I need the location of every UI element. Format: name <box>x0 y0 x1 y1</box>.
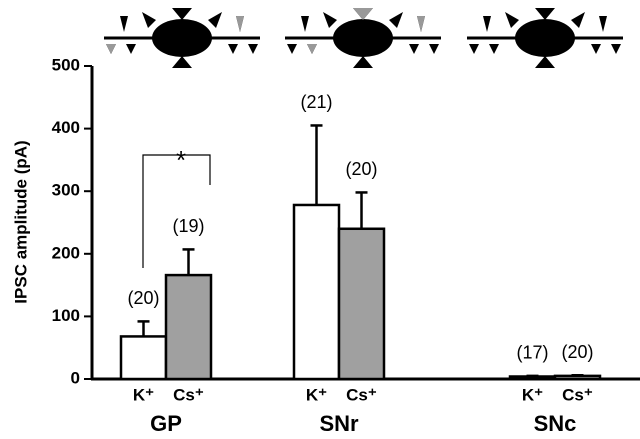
significance-bracket <box>142 154 211 268</box>
solution-label: Cs⁺ <box>173 385 204 404</box>
solution-label: K⁺ <box>133 385 154 404</box>
y-axis-label: IPSC amplitude (pA) <box>11 140 30 303</box>
solution-label: K⁺ <box>522 385 543 404</box>
neuron-icon <box>465 6 625 70</box>
y-tick-label: 100 <box>52 306 80 325</box>
y-tick-label: 200 <box>52 243 80 262</box>
solution-label: K⁺ <box>306 385 327 404</box>
bar <box>292 203 341 381</box>
neuron-icon <box>102 6 262 70</box>
bar <box>337 227 386 381</box>
n-label: (19) <box>172 216 204 236</box>
y-tick-label: 400 <box>52 118 80 137</box>
x-category-label: SNr <box>319 411 359 436</box>
neuron-icon <box>283 6 443 70</box>
bar <box>164 273 213 381</box>
y-tick-label: 0 <box>71 368 80 387</box>
bar <box>508 375 557 381</box>
n-label: (21) <box>300 92 332 112</box>
n-label: (20) <box>345 159 377 179</box>
bar <box>119 335 168 381</box>
x-category-label: SNc <box>534 411 577 436</box>
n-label: (20) <box>127 288 159 308</box>
y-tick-label: 300 <box>52 181 80 200</box>
solution-label: Cs⁺ <box>346 385 377 404</box>
n-label: (20) <box>561 342 593 362</box>
bar <box>553 374 602 381</box>
solution-label: Cs⁺ <box>562 385 593 404</box>
x-category-label: GP <box>150 411 182 436</box>
n-label: (17) <box>516 343 548 363</box>
y-tick-label: 500 <box>52 55 80 74</box>
significance-label: * <box>176 145 186 175</box>
